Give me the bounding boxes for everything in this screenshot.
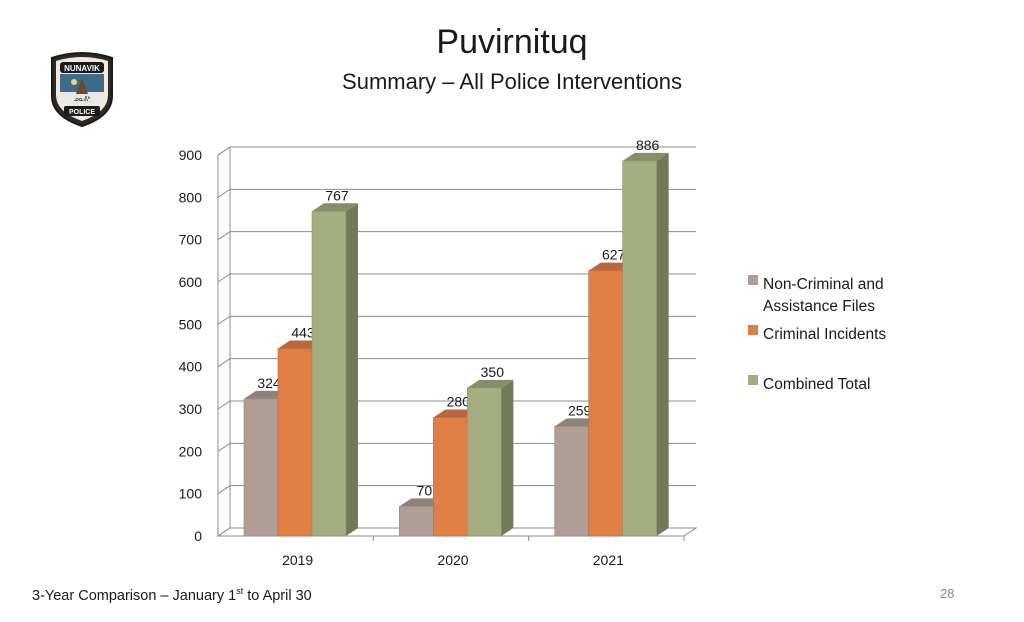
page-subtitle: Summary – All Police Interventions	[342, 69, 682, 94]
y-tick-label: 800	[179, 189, 203, 205]
x-tick-label: 2020	[437, 552, 468, 568]
bar-top	[467, 379, 514, 388]
legend-label: Combined Total	[763, 376, 870, 393]
footer-caption: 3-Year Comparison – January 1st to April…	[32, 586, 312, 604]
bar	[277, 348, 313, 537]
y-tick-label: 200	[179, 443, 203, 459]
bar	[399, 506, 434, 537]
footer-superscript: st	[236, 586, 244, 596]
page-number: 28	[940, 586, 955, 601]
logo-bottom-text: POLICE	[69, 109, 95, 116]
page-title: Puvirnituq	[436, 23, 588, 61]
gridline	[217, 231, 696, 241]
legend-swatch	[748, 275, 758, 285]
gridline	[217, 273, 696, 283]
gridline	[217, 527, 696, 537]
y-tick-label: 100	[179, 486, 203, 502]
legend-swatch	[748, 375, 758, 385]
data-label: 70	[417, 482, 433, 498]
data-label: 886	[636, 137, 660, 153]
bar	[311, 211, 347, 537]
legend-swatch	[748, 325, 758, 335]
gridline	[217, 146, 696, 156]
y-tick-label: 600	[179, 274, 203, 290]
y-tick-label: 300	[179, 401, 203, 417]
bar-side	[346, 203, 358, 536]
y-tick-label: 500	[179, 316, 203, 332]
bar	[243, 398, 279, 537]
bar-top	[622, 152, 669, 161]
data-label: 280	[447, 393, 471, 409]
footer-suffix: to April 30	[243, 588, 312, 604]
bar	[588, 270, 623, 537]
gridline	[217, 188, 696, 198]
y-tick-label: 900	[179, 147, 203, 163]
data-label: 767	[325, 187, 349, 203]
y-tick-label: 400	[179, 359, 203, 375]
footer-prefix: 3-Year Comparison – January 1	[32, 588, 237, 604]
gridline	[217, 442, 696, 452]
gridline	[217, 358, 696, 368]
data-label: 324	[257, 375, 281, 391]
y-tick-label: 0	[194, 528, 202, 544]
data-label: 443	[291, 324, 315, 340]
side-wall	[217, 146, 231, 537]
gridline	[217, 400, 696, 410]
x-tick-label: 2019	[282, 552, 313, 568]
bar	[433, 417, 468, 537]
bar	[467, 387, 502, 537]
y-tick-label: 700	[179, 232, 203, 248]
bar-side	[501, 379, 514, 536]
bar-side	[656, 152, 669, 536]
logo-top-text: NUNAVIK	[64, 64, 100, 73]
data-label: 259	[568, 402, 592, 418]
gridline	[217, 485, 696, 495]
x-tick-label: 2021	[593, 552, 624, 568]
police-badge-logo: NUNAVIK ᓄᓇᕕᒃ POLICE	[51, 52, 113, 128]
logo-middle-text: ᓄᓇᕕᒃ	[74, 96, 91, 103]
gridline	[217, 315, 696, 325]
bar	[554, 426, 589, 537]
bar	[622, 160, 657, 537]
bar-top	[312, 203, 358, 212]
legend-label: Non-Criminal and	[763, 276, 884, 293]
data-label: 627	[602, 247, 626, 263]
legend-label: Criminal Incidents	[763, 326, 886, 343]
legend-label: Assistance Files	[763, 298, 875, 315]
data-label: 350	[481, 364, 505, 380]
